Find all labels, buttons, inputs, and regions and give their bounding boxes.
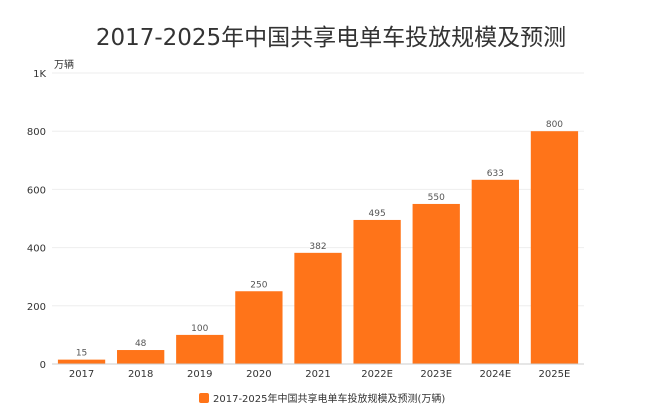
x-tick-label: 2021	[305, 369, 330, 380]
data-label: 15	[76, 349, 87, 359]
data-label: 250	[250, 280, 267, 290]
x-tick-label: 2023E	[420, 369, 452, 380]
y-axis-unit: 万辆	[54, 58, 74, 71]
data-labels: 15 48 100 250 382 495 550 633 800	[76, 120, 563, 358]
legend-swatch[interactable]	[199, 393, 209, 403]
y-tick-label: 800	[27, 127, 46, 138]
y-axis-ticks: 0 200 400 600 800 1K	[27, 69, 47, 371]
x-tick-label: 2019	[187, 369, 212, 380]
y-tick-label: 0	[40, 360, 46, 371]
bars	[57, 131, 579, 364]
bar-2020[interactable]	[235, 291, 283, 364]
bar-2021[interactable]	[294, 252, 342, 364]
data-label: 495	[369, 209, 386, 219]
data-label: 382	[309, 242, 326, 252]
x-tick-label: 2022E	[361, 369, 393, 380]
x-tick-label: 2017	[69, 369, 94, 380]
bar-2019[interactable]	[176, 334, 224, 364]
bar-2017[interactable]	[57, 359, 106, 364]
x-axis-ticks: 2017 2018 2019 2020 2021 2022E 2023E 2024E 2025E	[69, 369, 571, 380]
data-label: 100	[191, 324, 208, 334]
chart-title: 2017-2025年中国共享电单车投放规模及预测	[95, 25, 567, 51]
bar-2023E[interactable]	[412, 203, 460, 364]
legend-label[interactable]: 2017-2025年中国共享电单车投放规模及预测(万辆)	[213, 392, 445, 405]
x-tick-label: 2018	[128, 369, 153, 380]
y-tick-label: 400	[27, 244, 46, 255]
x-tick-label: 2025E	[539, 369, 571, 380]
bar-2018[interactable]	[117, 350, 165, 364]
y-tick-label: 1K	[33, 69, 46, 80]
data-label: 550	[428, 193, 445, 203]
bar-2024E[interactable]	[471, 179, 519, 364]
data-label: 800	[546, 120, 563, 130]
y-tick-label: 200	[27, 302, 46, 313]
x-tick-label: 2024E	[479, 369, 511, 380]
legend[interactable]: 2017-2025年中国共享电单车投放规模及预测(万辆)	[199, 392, 445, 405]
data-label: 48	[135, 339, 147, 349]
bar-2025E[interactable]	[530, 131, 579, 364]
data-label: 633	[487, 169, 504, 179]
bar-2022E[interactable]	[353, 219, 401, 364]
x-tick-label: 2020	[246, 369, 271, 380]
y-tick-label: 600	[27, 185, 46, 196]
